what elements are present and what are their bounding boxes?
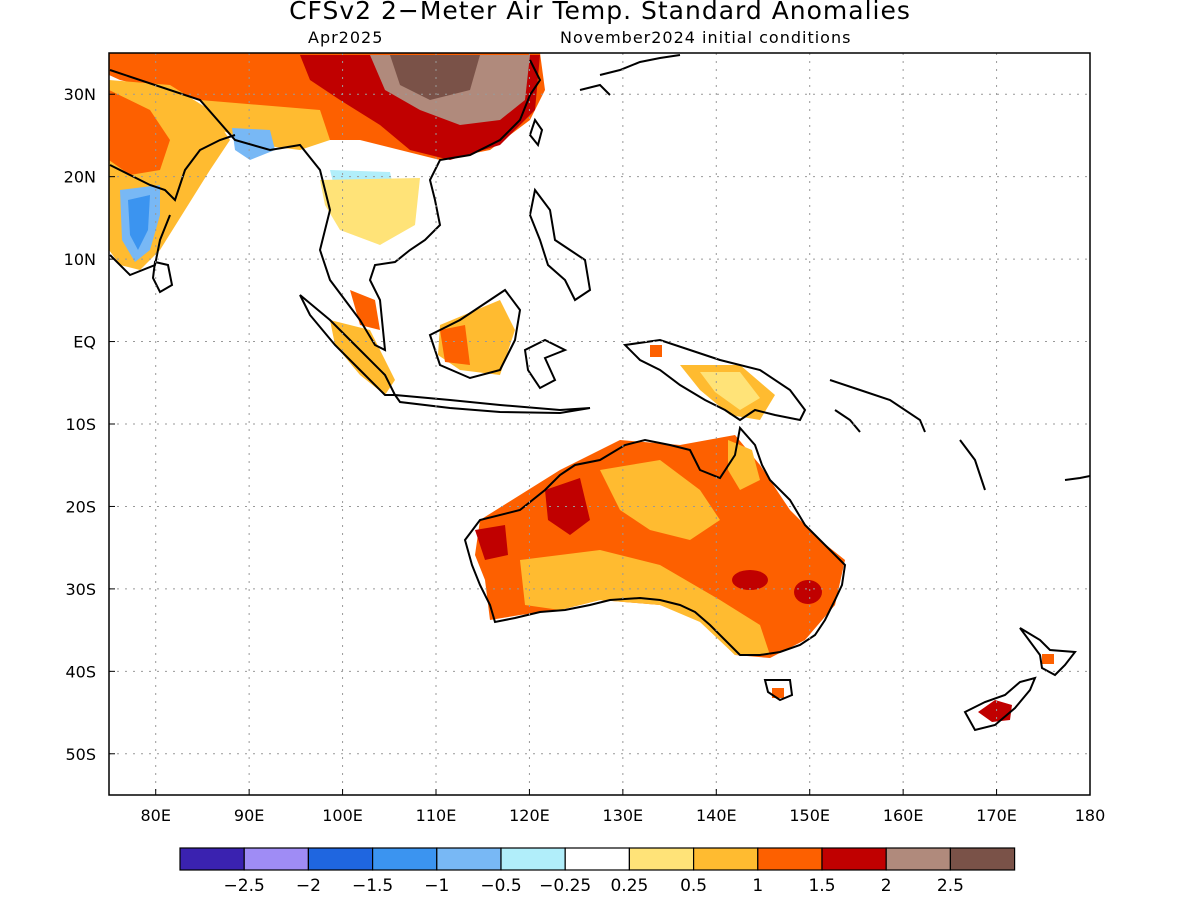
colorbar-label: −2.5 — [224, 876, 265, 896]
colorbar-swatch — [243, 847, 309, 871]
grid-lines — [109, 53, 1090, 795]
coast-australia — [463, 425, 847, 656]
lat-tick-label: 10N — [64, 250, 96, 269]
coast-japan — [579, 54, 681, 96]
lon-tick-label: 180 — [1075, 806, 1106, 825]
colorbar-swatch — [885, 847, 952, 871]
coast-philippines — [528, 187, 592, 302]
colorbar — [179, 847, 1016, 871]
map-title: CFSv2 2−Meter Air Temp. Standard Anomali… — [289, 0, 911, 25]
anomaly-australia-southeast — [732, 570, 768, 590]
colorbar-swatch — [564, 847, 631, 871]
lon-tick-label: 90E — [234, 806, 264, 825]
lat-tick-label: 30N — [64, 85, 96, 104]
colorbar-label: 2 — [881, 876, 892, 896]
colorbar-swatch — [179, 847, 245, 871]
lon-tick-label: 170E — [976, 806, 1017, 825]
lat-tick-label: 40S — [65, 662, 96, 681]
lon-tick-label: 130E — [603, 806, 644, 825]
anomaly-indochina-warm — [320, 178, 420, 245]
latitude-labels: 30N 20N 10N EQ 10S 20S 30S 40S 50S — [64, 85, 115, 764]
lon-tick-label: 120E — [509, 806, 550, 825]
colorbar-label: 1.5 — [808, 876, 835, 896]
colorbar-swatch — [628, 847, 695, 871]
anomaly-field — [109, 53, 1054, 722]
coast-sumatra — [299, 294, 397, 396]
colorbar-swatch — [372, 847, 438, 871]
coast-java — [392, 393, 591, 415]
lon-tick-label: 150E — [789, 806, 830, 825]
coast-new-zealand-north — [1019, 627, 1077, 677]
anomaly-china-darkbrown — [390, 55, 480, 100]
lon-tick-label: 140E — [696, 806, 737, 825]
colorbar-label: −1.5 — [352, 876, 393, 896]
anomaly-new-guinea-light — [700, 372, 760, 410]
lat-tick-label: 20N — [64, 168, 96, 187]
coast-sulawesi — [523, 338, 568, 390]
colorbar-label: −1 — [424, 876, 449, 896]
anomaly-tasmania — [772, 688, 784, 698]
coast-borneo — [428, 288, 522, 380]
coast-tasmania — [763, 679, 794, 702]
anomaly-borneo-core — [440, 325, 470, 365]
coast-new-guinea — [622, 338, 807, 422]
anomaly-india-cool-core — [128, 195, 150, 250]
anomaly-india-orange — [109, 90, 170, 175]
anomaly-sumatra — [330, 320, 395, 395]
initial-conditions-label: November2024 initial conditions — [560, 28, 852, 47]
lat-tick-label: 30S — [65, 580, 96, 599]
colorbar-swatch — [757, 847, 823, 871]
lon-tick-label: 100E — [322, 806, 363, 825]
coast-pacific-islands — [829, 379, 1090, 491]
coast-new-zealand-south — [963, 676, 1037, 732]
colorbar-label: −0.5 — [480, 876, 521, 896]
colorbar-label: 0.5 — [680, 876, 707, 896]
anomaly-australia-northwest — [545, 478, 590, 535]
colorbar-swatch — [949, 847, 1016, 871]
colorbar-swatch — [436, 847, 502, 871]
lon-tick-label: 110E — [416, 806, 457, 825]
colorbar-label: 1 — [752, 876, 763, 896]
coast-asia — [109, 59, 542, 352]
longitude-labels: 80E 90E 100E 110E 120E 130E 140E 150E 160E 170E 18… — [140, 789, 1105, 825]
coastlines — [109, 54, 1090, 732]
valid-month-label: Apr2025 — [308, 28, 384, 47]
anomaly-australia-central-light — [600, 460, 720, 540]
coast-sri-lanka — [151, 260, 174, 294]
colorbar-swatch — [307, 847, 374, 871]
colorbar-swatch — [821, 847, 887, 871]
colorbar-label: −2 — [296, 876, 321, 896]
lat-tick-label: 50S — [65, 745, 96, 764]
colorbar-label: −0.25 — [539, 876, 591, 896]
lat-tick-label: 10S — [65, 415, 96, 434]
anomaly-malaya — [350, 290, 380, 330]
lat-tick-label: EQ — [73, 333, 96, 352]
colorbar-label: 0.25 — [610, 876, 648, 896]
lat-tick-label: 20S — [65, 497, 96, 516]
anomaly-new-zealand-north — [1042, 654, 1054, 664]
anomaly-bangladesh-cool — [232, 128, 275, 160]
anomaly-new-guinea-spot — [650, 345, 662, 357]
colorbar-swatch — [692, 847, 759, 871]
anomaly-tibet-light — [200, 100, 330, 150]
anomaly-australia-south-light — [520, 550, 770, 655]
coast-taiwan — [528, 117, 544, 148]
lon-tick-label: 80E — [140, 806, 170, 825]
colorbar-label: 2.5 — [937, 876, 964, 896]
anomaly-australia-east — [794, 580, 822, 604]
colorbar-swatch — [500, 847, 566, 871]
anomaly-australia-westcoast — [475, 525, 508, 560]
colorbar-labels: −2.5 −2 −1.5 −1 −0.5 −0.25 0.25 0.5 1 1.5 2 2.5 — [224, 876, 964, 896]
lon-tick-label: 160E — [883, 806, 924, 825]
